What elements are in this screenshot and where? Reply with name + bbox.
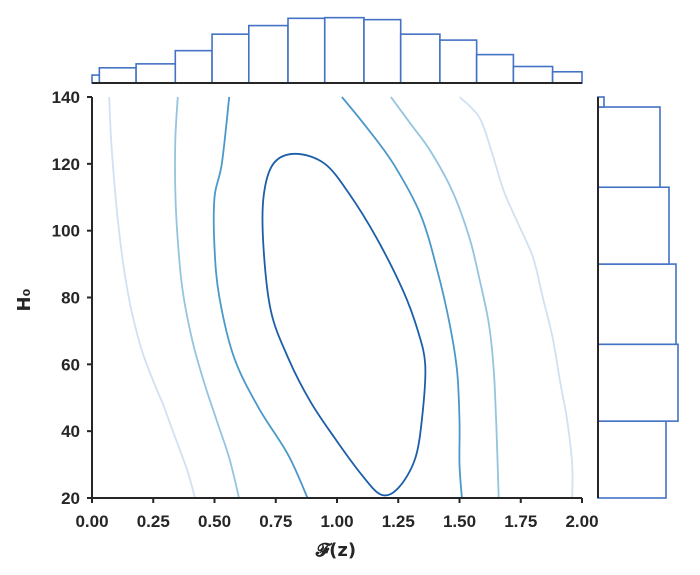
right-hist-bar [597,106,661,189]
top-marginal-histogram [91,16,583,84]
top-hist-bar [475,53,515,84]
x-tick-label: 2.00 [565,512,598,531]
top-hist-bar [98,67,137,84]
y-tick-label: 40 [61,422,80,441]
contour-line-level-3-5 [341,96,463,499]
right-hist-bar [597,263,677,346]
contour-line-level-1-1 [458,96,574,499]
top-hist-bar [512,65,554,84]
top-hist-bar [211,33,250,84]
x-tick-label: 0.25 [137,512,170,531]
top-hist-bar [323,16,365,84]
right-hist-bar [597,343,679,422]
top-hist-bar [363,18,402,84]
top-hist-bar [551,70,583,84]
y-tick-label: 80 [61,289,80,308]
top-hist-bar [439,39,478,84]
y-tick-label: 100 [52,222,80,241]
right-hist-bar [597,420,667,499]
contour-line-level-3-4 [212,96,309,499]
x-axis-label: 𝓕(z) [315,540,356,561]
x-tick-label: 1.25 [382,512,415,531]
right-marginal-histogram [597,96,679,499]
y-tick-label: 60 [61,355,80,374]
top-hist-bar [135,63,177,84]
right-hist-bar [597,186,670,265]
x-tick-label: 0.75 [259,512,292,531]
y-tick-label: 140 [52,88,80,107]
main-axes: 0.00 0.25 0.50 0.75 1.00 1.25 1.50 1.75 2.00 20 40… [52,88,599,531]
y-tick-label: 120 [52,155,80,174]
top-hist-bar [174,49,213,84]
x-tick-label: 1.50 [443,512,476,531]
y-axis-label: H₀ [14,288,35,311]
contour-line-level-2-3 [390,96,500,499]
top-hist-bar [248,24,289,84]
x-tick-label: 0.50 [198,512,231,531]
contour-line-level-4-6 [261,152,427,497]
y-tick-label: 20 [61,489,80,508]
contour-line-level-2-2 [174,96,240,499]
x-tick-label: 1.00 [320,512,353,531]
top-hist-bar [287,17,326,84]
contour-plot [108,96,574,499]
x-tick-label: 0.00 [75,512,108,531]
top-hist-bar [399,33,441,84]
top-hist-bar [91,74,101,84]
contour-line-level-1-0 [108,96,196,499]
x-tick-label: 1.75 [504,512,537,531]
